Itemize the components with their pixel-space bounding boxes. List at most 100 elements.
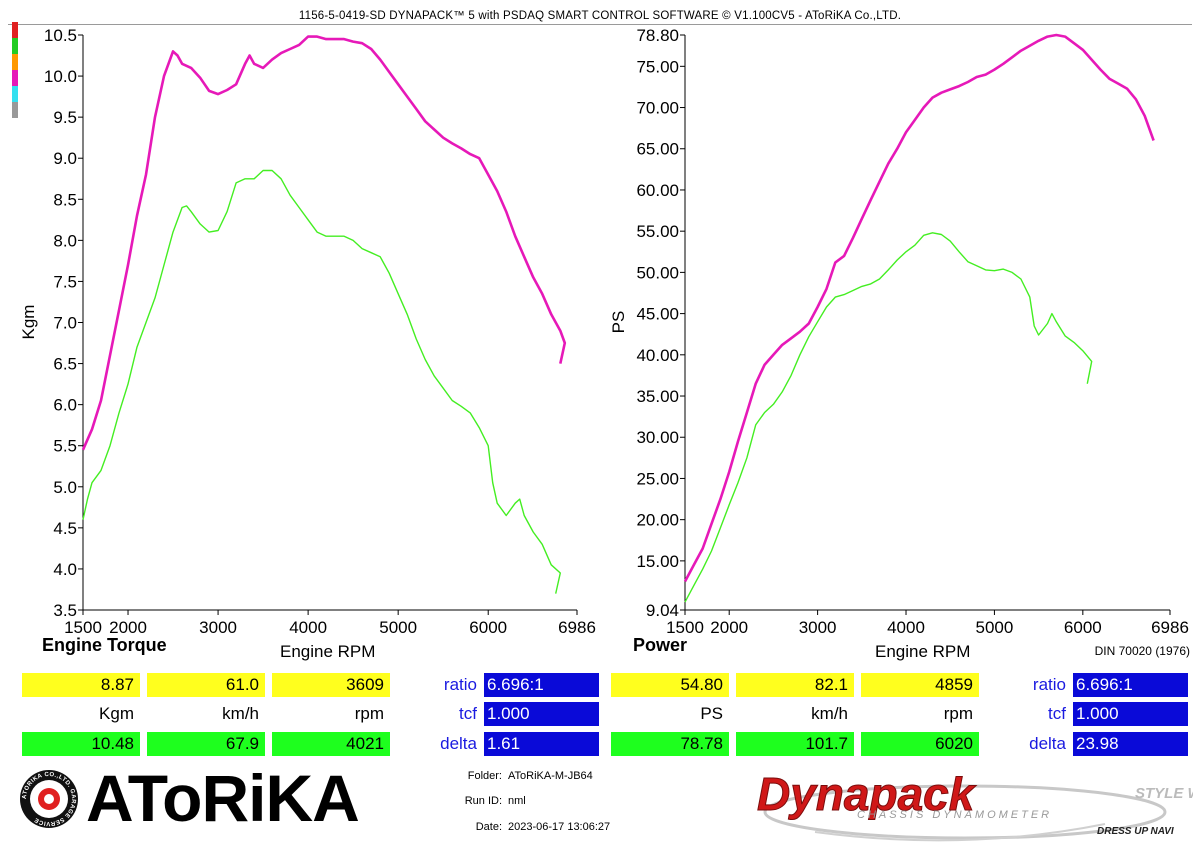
- speed-max-value: 67.9: [147, 732, 265, 756]
- torque-x-tick-label: 1500: [64, 618, 102, 637]
- power-x-tick-label: 4000: [887, 618, 925, 637]
- speed-unit: km/h: [222, 704, 259, 723]
- power-y-tick-label: 35.00: [636, 387, 679, 406]
- speed-unit: km/h: [811, 704, 848, 723]
- ratio-label: ratio: [443, 675, 477, 694]
- atorika-seal-logo: ATORIKA CO.,LTD. GARAGE SERVICE: [20, 770, 78, 828]
- power-y-tick-label: 30.00: [636, 428, 679, 447]
- torque-y-tick-label: 4.0: [53, 560, 77, 579]
- run-id-value: nml: [508, 795, 526, 807]
- legend-swatch: [12, 70, 18, 86]
- torque-y-tick-label: 9.0: [53, 149, 77, 168]
- header-divider: [8, 24, 1192, 25]
- power-y-tick-label: 55.00: [636, 222, 679, 241]
- rpm-unit: rpm: [354, 704, 384, 723]
- torque-y-tick-label: 6.5: [53, 355, 77, 374]
- legend-swatch: [12, 102, 18, 118]
- folder-label: Folder:: [467, 770, 502, 782]
- power-y-tick-label: 25.00: [636, 469, 679, 488]
- svg-text:CHASSIS DYNAMOMETER: CHASSIS DYNAMOMETER: [857, 809, 1052, 821]
- folder-value: AToRiKA-M-JB64: [508, 770, 593, 782]
- torque-y-tick-label: 4.5: [53, 519, 77, 538]
- torque-y-tick-label: 10.5: [44, 26, 77, 45]
- speed-current-value: 82.1: [736, 673, 854, 697]
- delta-label: delta: [440, 734, 477, 753]
- power-standard-label: DIN 70020 (1976): [1095, 644, 1190, 658]
- speed-max-value: 101.7: [736, 732, 854, 756]
- power-y-tick-label: 70.00: [636, 99, 679, 118]
- delta-value: 1.61: [484, 732, 599, 756]
- torque-y-tick-label: 6.0: [53, 396, 77, 415]
- legend-swatch: [12, 54, 18, 70]
- power-x-tick-label: 5000: [976, 618, 1014, 637]
- rpm-max-value: 6020: [861, 732, 979, 756]
- torque-max-series-line: [81, 35, 567, 451]
- rpm-max-value: 4021: [272, 732, 390, 756]
- run-id-row: Run ID: nml: [432, 795, 526, 807]
- power-y-tick-label: 40.00: [636, 346, 679, 365]
- torque-x-tick-label: 3000: [199, 618, 237, 637]
- power-max-series-line: [683, 33, 1155, 583]
- torque-y-tick-label: 5.0: [53, 478, 77, 497]
- power-y-axis-title: PS: [609, 311, 628, 334]
- delta-value: 23.98: [1073, 732, 1188, 756]
- header-title: 1156-5-0419-SD DYNAPACK™ 5 with PSDAQ SM…: [298, 10, 902, 22]
- torque-unit: Kgm: [99, 704, 134, 723]
- torque-y-tick-label: 9.5: [53, 108, 77, 127]
- power-y-tick-label: 78.80: [636, 26, 679, 45]
- torque-x-tick-label: 2000: [109, 618, 147, 637]
- power-current-value: 54.80: [611, 673, 729, 697]
- power-x-tick-label: 1500: [666, 618, 704, 637]
- power-x-tick-label: 3000: [799, 618, 837, 637]
- power-chart-title: Power: [633, 635, 687, 655]
- power-y-tick-label: 9.04: [646, 601, 679, 620]
- svg-text:STYLE WAGON: STYLE WAGON: [1135, 785, 1193, 802]
- power-x-axis-title: Engine RPM: [875, 642, 970, 661]
- power-x-tick-label: 2000: [710, 618, 748, 637]
- power-chart: Power Engine RPM PS DIN 70020 (1976) 78.…: [609, 26, 1190, 661]
- torque-current-value: 8.87: [22, 673, 140, 697]
- legend-swatch: [12, 38, 18, 54]
- torque-y-tick-label: 7.5: [53, 272, 77, 291]
- torque-max-value: 10.48: [22, 732, 140, 756]
- ratio-label: ratio: [1032, 675, 1066, 694]
- torque-y-tick-label: 7.0: [53, 314, 77, 333]
- legend-swatches: [12, 22, 18, 118]
- torque-y-tick-label: 3.5: [53, 601, 77, 620]
- svg-text:Dynapack: Dynapack: [757, 768, 977, 820]
- tcf-value: 1.000: [1073, 702, 1188, 726]
- power-max-value: 78.78: [611, 732, 729, 756]
- dynapack-logo: Dynapack CHASSIS DYNAMOMETER STYLE WAGON…: [757, 768, 1193, 842]
- power-x-tick-label: 6986: [1151, 618, 1189, 637]
- torque-y-tick-label: 8.5: [53, 190, 77, 209]
- run-id-label: Run ID:: [464, 795, 502, 807]
- legend-swatch: [12, 22, 18, 38]
- atorika-brand-text: AToRiKA: [86, 761, 360, 835]
- rpm-current-value: 4859: [861, 673, 979, 697]
- torque-min-series-line: [82, 169, 561, 594]
- delta-label: delta: [1029, 734, 1066, 753]
- folder-row: Folder: AToRiKA-M-JB64: [432, 770, 593, 782]
- power-unit: PS: [700, 704, 723, 723]
- tcf-value: 1.000: [484, 702, 599, 726]
- torque-chart: Engine Torque Engine RPM Kgm 10.5 10.0 9.5…: [19, 26, 596, 661]
- torque-y-axis-title: Kgm: [19, 305, 38, 340]
- power-y-tick-label: 65.00: [636, 140, 679, 159]
- torque-chart-title: Engine Torque: [42, 635, 167, 655]
- power-y-tick-label: 75.00: [636, 57, 679, 76]
- power-min-series-line: [684, 232, 1093, 603]
- rpm-unit: rpm: [943, 704, 973, 723]
- torque-x-axis-title: Engine RPM: [280, 642, 375, 661]
- torque-y-tick-label: 5.5: [53, 437, 77, 456]
- ratio-value: 6.696:1: [1073, 673, 1188, 697]
- torque-y-tick-label: 8.0: [53, 231, 77, 250]
- torque-x-tick-label: 6000: [469, 618, 507, 637]
- power-y-tick-label: 60.00: [636, 181, 679, 200]
- date-label: Date:: [475, 821, 502, 833]
- speed-current-value: 61.0: [147, 673, 265, 697]
- power-y-tick-label: 50.00: [636, 263, 679, 282]
- date-value: 2023-06-17 13:06:27: [508, 821, 611, 833]
- power-x-tick-label: 6000: [1064, 618, 1102, 637]
- date-row: Date: 2023-06-17 13:06:27: [432, 821, 610, 833]
- torque-x-tick-label: 4000: [289, 618, 327, 637]
